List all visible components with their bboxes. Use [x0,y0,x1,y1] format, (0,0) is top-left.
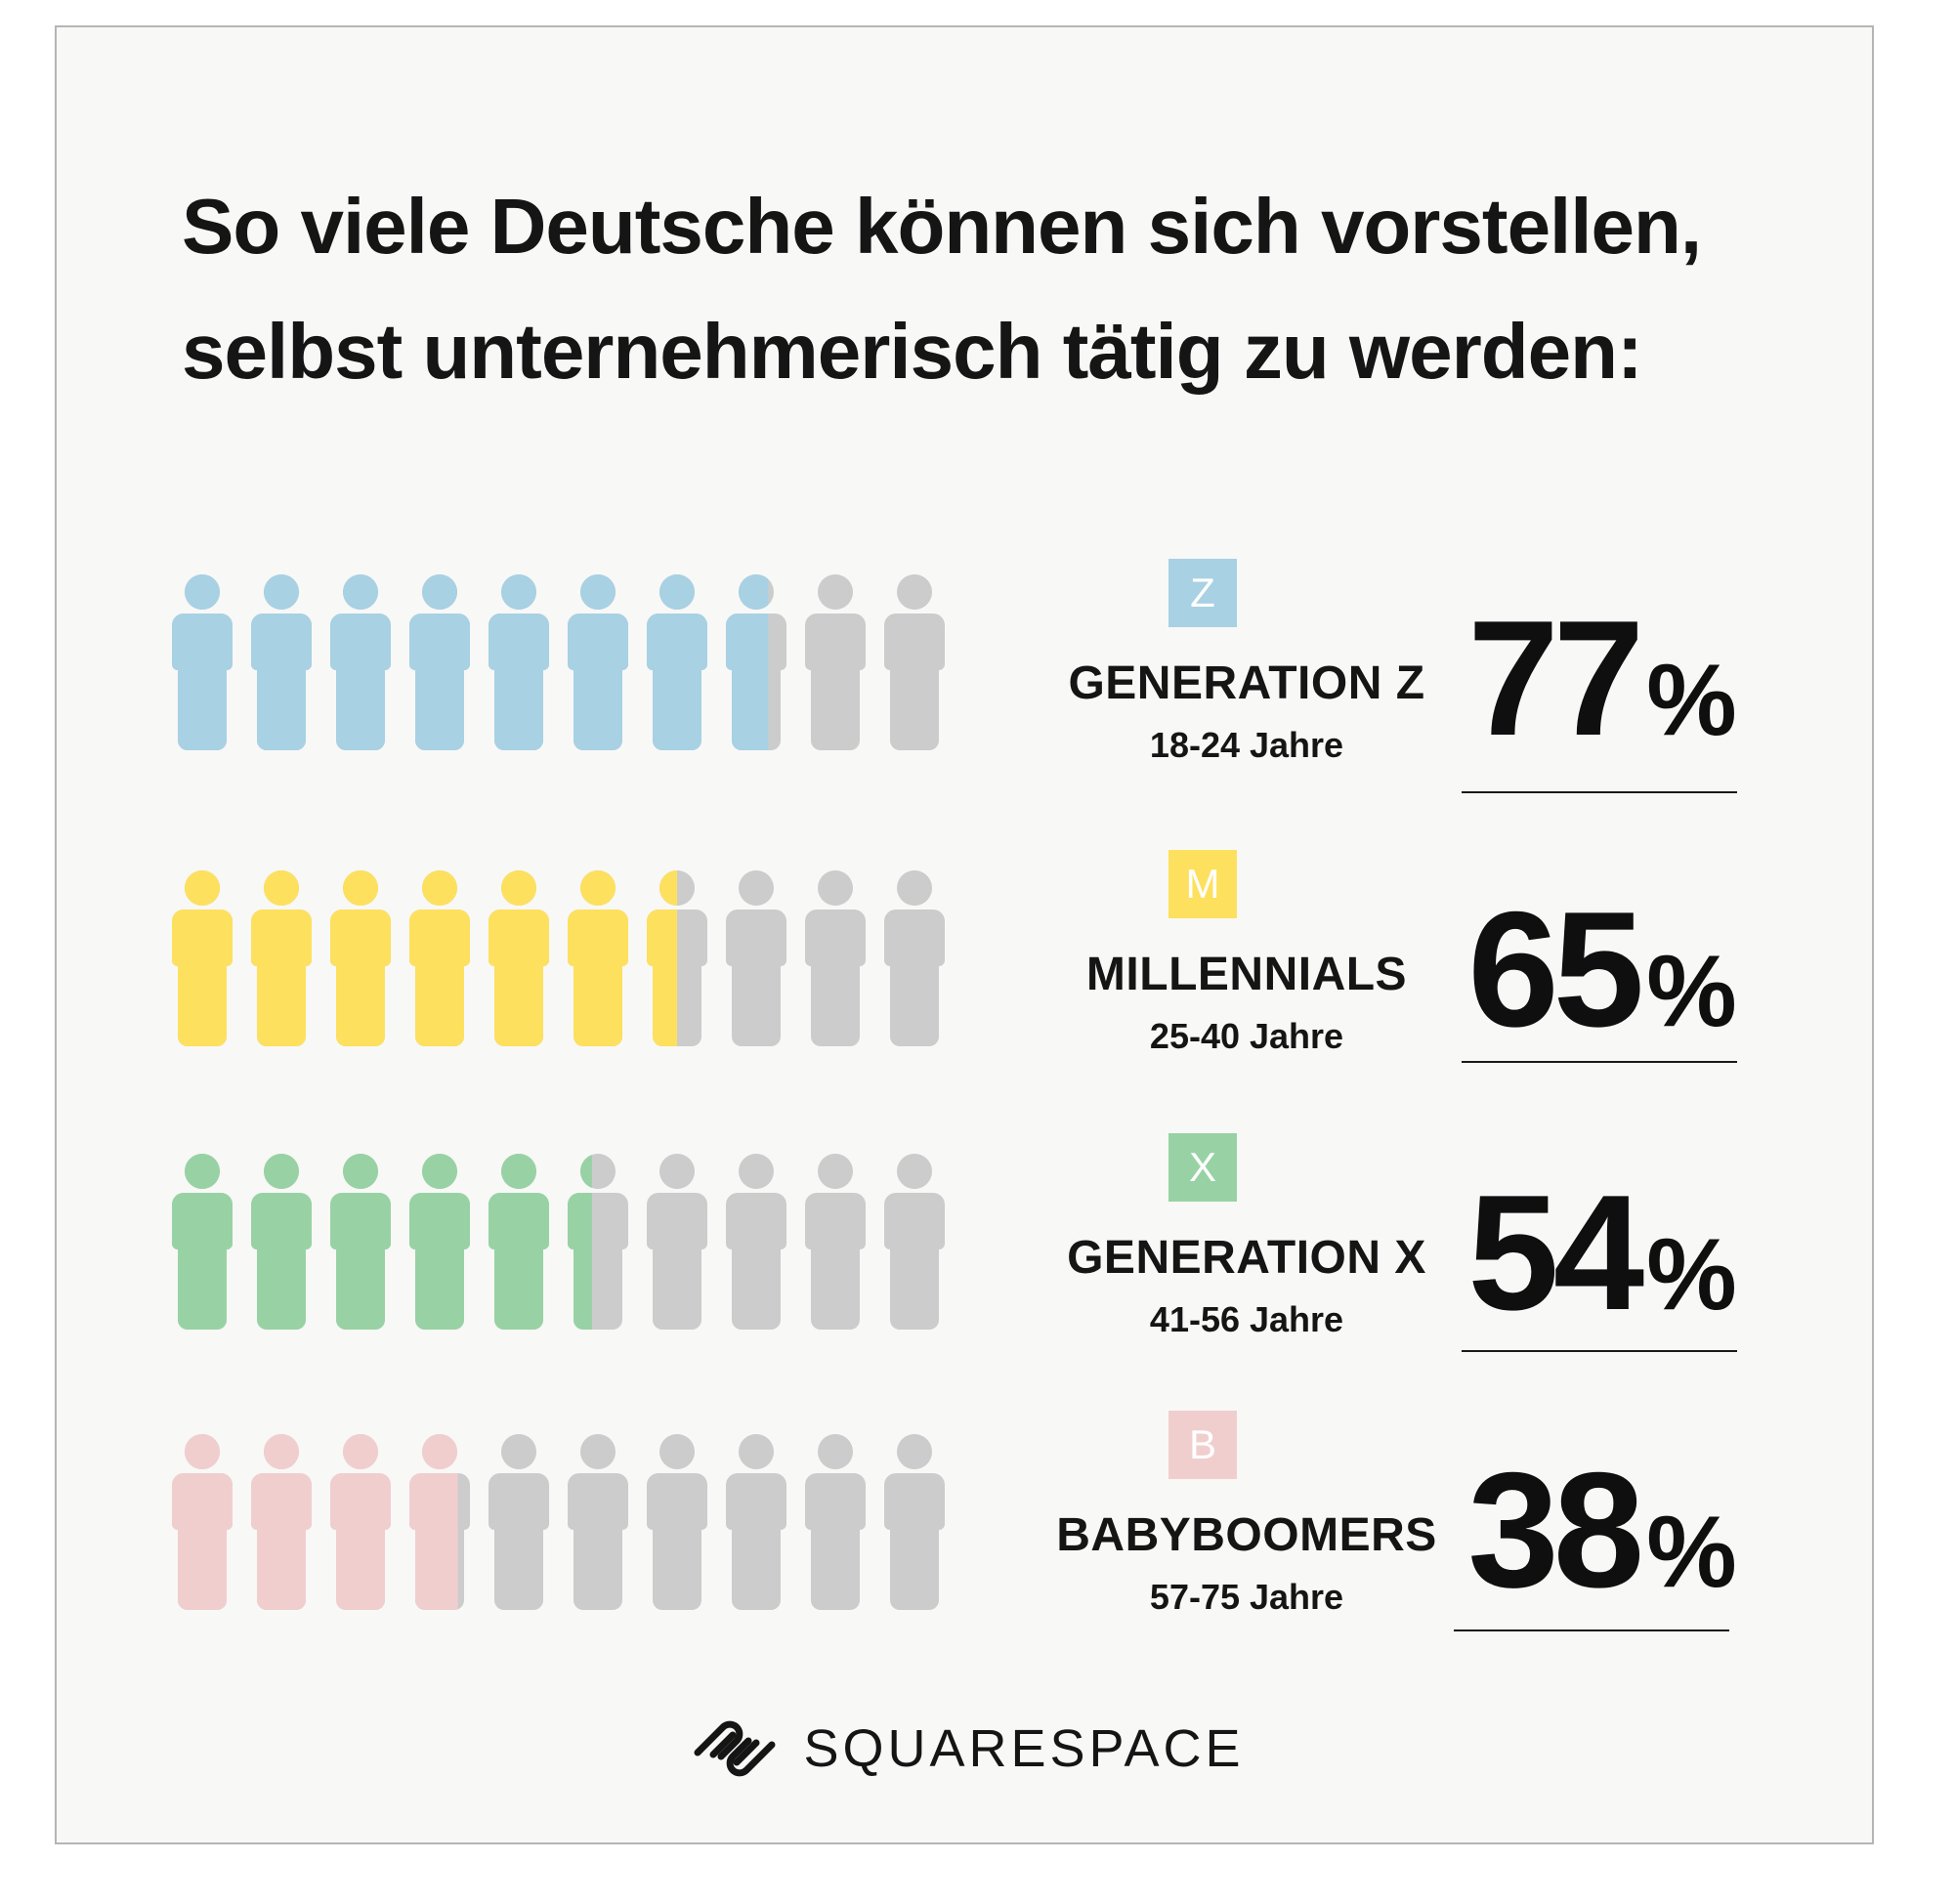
pictogram-svg [172,870,945,1046]
divider-line [1454,1629,1729,1631]
person-icon [884,1434,945,1610]
person-icon [409,870,470,1046]
person-icon [409,574,470,750]
generation-row: X GENERATION X 41-56 Jahre 54% [57,1110,1876,1383]
person-icon [488,870,549,1046]
person-icon [805,574,866,750]
generation-age-range: 41-56 Jahre [1149,1299,1344,1339]
person-icon [330,574,391,750]
person-icon [884,870,945,1046]
generation-name: GENERATION X [1067,1232,1426,1284]
percentage-number: 54 [1467,1161,1644,1344]
percentage-number: 38 [1467,1438,1644,1622]
generation-age-range: 57-75 Jahre [1149,1577,1344,1617]
person-icon [568,1154,628,1330]
divider-line [1462,1350,1737,1352]
person-icon [409,1434,470,1610]
divider-line [1462,791,1737,793]
person-icon [647,870,707,1046]
person-icon [251,574,312,750]
pictogram-people [172,870,954,1066]
pictogram-people [172,1434,954,1629]
infographic-title: So viele Deutsche können sich vorstellen… [182,164,1823,414]
percentage-value: 77% [1417,584,1788,773]
generation-row: Z GENERATION Z 18-24 Jahre 77% [57,535,1876,809]
person-icon [330,1154,391,1330]
generation-age-range: 18-24 Jahre [1149,725,1344,765]
person-icon [726,574,786,750]
squarespace-logo-icon [694,1720,776,1777]
person-icon [488,574,549,750]
person-icon [726,1434,786,1610]
infographic-card: So viele Deutsche können sich vorstellen… [55,25,1874,1844]
percent-sign: % [1646,935,1737,1048]
percent-sign: % [1646,1496,1737,1609]
pictogram-svg [172,1434,945,1610]
person-icon [330,870,391,1046]
generation-badge: X [1168,1133,1237,1202]
person-icon [409,1154,470,1330]
percentage-number: 65 [1467,877,1644,1061]
person-icon [805,1434,866,1610]
person-icon [805,1154,866,1330]
person-icon [172,574,233,750]
person-icon [568,574,628,750]
pictogram-svg [172,1154,945,1330]
generation-row: M MILLENNIALS 25-40 Jahre 65% [57,826,1876,1100]
person-icon [568,870,628,1046]
person-icon [172,1434,233,1610]
person-icon [647,1434,707,1610]
person-icon [647,574,707,750]
generation-badge: M [1168,850,1237,918]
person-icon [251,1154,312,1330]
person-icon [805,870,866,1046]
percent-sign: % [1646,1218,1737,1332]
percentage-value: 38% [1417,1436,1788,1625]
percentage-value: 65% [1417,875,1788,1064]
divider-line [1462,1061,1737,1063]
person-icon [647,1154,707,1330]
person-icon [330,1434,391,1610]
generation-badge: B [1168,1411,1237,1479]
person-icon [172,1154,233,1330]
person-icon [488,1154,549,1330]
person-icon [884,574,945,750]
generation-age-range: 25-40 Jahre [1149,1016,1344,1056]
person-icon [251,870,312,1046]
generation-badge: Z [1168,559,1237,627]
person-icon [172,870,233,1046]
percentage-number: 77 [1467,586,1644,770]
title-line-1: So viele Deutsche können sich vorstellen… [182,183,1702,270]
generation-name: MILLENNIALS [1085,949,1408,1000]
person-icon [726,1154,786,1330]
title-line-2: selbst unternehmerisch tätig zu werden: [182,308,1643,395]
person-icon [884,1154,945,1330]
pictogram-people [172,574,954,770]
person-icon [488,1434,549,1610]
person-icon [251,1434,312,1610]
percentage-value: 54% [1417,1159,1788,1347]
person-icon [726,870,786,1046]
pictogram-svg [172,574,945,750]
person-icon [568,1434,628,1610]
pictogram-people [172,1154,954,1349]
generation-name: BABYBOOMERS [1056,1509,1437,1561]
percent-sign: % [1646,644,1737,757]
brand-name: SQUARESPACE [803,1719,1245,1778]
brand-footer: SQUARESPACE [57,1710,1876,1788]
generation-name: GENERATION Z [1068,657,1425,709]
generation-row: B BABYBOOMERS 57-75 Jahre 38% [57,1387,1876,1661]
